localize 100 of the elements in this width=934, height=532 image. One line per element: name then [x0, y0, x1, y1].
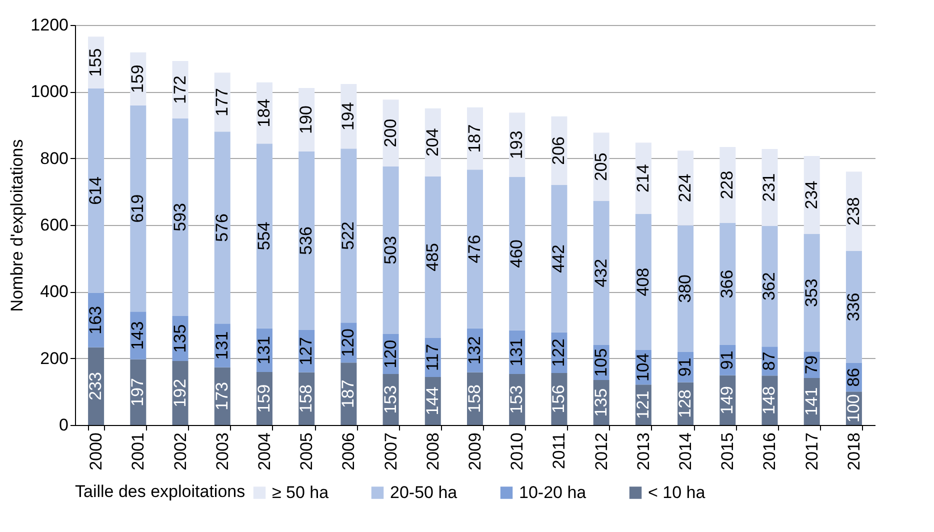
bar	[635, 214, 652, 350]
x-tick-label: 2003	[212, 432, 232, 470]
data-label: 86	[844, 368, 863, 387]
data-label: 141	[802, 387, 821, 416]
data-label: 224	[676, 174, 695, 202]
data-label: 619	[128, 194, 148, 223]
bar	[846, 251, 862, 363]
data-label: 148	[760, 386, 779, 415]
data-label: 144	[422, 386, 442, 416]
data-label: 79	[802, 355, 821, 374]
data-label: 408	[633, 268, 652, 296]
data-label: 503	[380, 236, 400, 264]
data-label: 132	[465, 336, 484, 365]
data-label: 156	[549, 384, 568, 414]
data-label: 159	[254, 384, 274, 413]
data-label: 536	[296, 226, 316, 255]
data-label: 206	[549, 136, 568, 165]
y-tick-label: 1000	[30, 82, 68, 102]
data-label: 336	[844, 292, 863, 322]
x-tick-label: 2005	[297, 432, 316, 470]
data-label: 187	[465, 124, 484, 153]
data-label: 173	[212, 382, 232, 410]
data-label: 135	[591, 388, 610, 417]
data-label: 432	[591, 258, 610, 288]
data-label: 121	[633, 390, 652, 420]
data-label: 105	[591, 348, 610, 377]
data-label: 204	[422, 128, 442, 157]
y-tick-label: 0	[59, 416, 68, 434]
data-label: 442	[549, 244, 568, 273]
bar	[593, 201, 610, 345]
data-label: 104	[633, 353, 652, 382]
data-label: 117	[422, 344, 442, 372]
bar	[340, 148, 357, 323]
data-label: 233	[86, 372, 106, 400]
bar	[424, 176, 441, 338]
bar	[88, 88, 104, 293]
data-label: 135	[170, 324, 190, 353]
x-tick-label: 2002	[170, 432, 190, 470]
data-label: 184	[254, 98, 274, 128]
data-label: 231	[760, 173, 779, 202]
data-label: 190	[296, 105, 316, 134]
data-label: 238	[844, 197, 863, 226]
bar	[130, 105, 146, 312]
data-label: 172	[170, 75, 190, 104]
data-label: 485	[422, 242, 442, 272]
x-tick-label: 2000	[86, 432, 106, 470]
legend-label: ≥ 50 ha	[272, 482, 330, 502]
data-label: 228	[718, 170, 737, 200]
data-label: 122	[549, 338, 568, 367]
x-tick-label: 2014	[676, 432, 696, 470]
legend-label: < 10 ha	[648, 482, 706, 502]
data-label: 192	[170, 378, 190, 408]
data-label: 120	[380, 340, 400, 368]
data-label: 131	[507, 338, 526, 366]
data-label: 576	[212, 213, 232, 242]
data-label: 353	[802, 278, 821, 308]
data-label: 194	[338, 102, 358, 131]
legend-label: 10-20 ha	[519, 482, 587, 502]
x-tick-label: 2013	[634, 432, 653, 470]
y-axis-title: Nombre d'exploitations	[8, 139, 27, 312]
data-label: 155	[86, 48, 106, 77]
x-tick-label: 2004	[254, 432, 274, 470]
y-tick-label: 400	[40, 282, 68, 302]
x-tick-label: 2006	[339, 432, 358, 470]
data-label: 476	[465, 234, 484, 264]
bar	[804, 234, 820, 352]
data-label: 91	[676, 358, 695, 377]
x-tick-label: 2001	[128, 432, 148, 470]
data-label: 87	[760, 352, 779, 371]
data-label: 149	[718, 386, 737, 414]
bar	[256, 144, 272, 328]
data-label: 522	[338, 221, 358, 250]
x-tick-label: 2007	[381, 432, 400, 470]
x-tick-label: 2016	[760, 432, 780, 470]
x-tick-label: 2010	[508, 432, 527, 470]
bar	[509, 177, 526, 330]
data-label: 205	[591, 152, 610, 182]
bar	[678, 225, 694, 352]
data-label: 200	[380, 118, 400, 148]
data-label: 159	[128, 64, 148, 94]
legend-title: Taille des exploitations	[75, 482, 246, 501]
data-label: 193	[507, 130, 526, 160]
data-label: 100	[844, 394, 863, 423]
x-tick-label: 2012	[592, 432, 611, 470]
data-label: 158	[296, 384, 316, 413]
x-tick-label: 2008	[423, 432, 442, 470]
data-label: 128	[676, 389, 695, 418]
data-label: 614	[86, 176, 106, 205]
data-label: 214	[633, 164, 652, 193]
x-tick-label: 2015	[718, 432, 738, 470]
legend-label: 20-50 ha	[390, 482, 458, 502]
x-tick-label: 2011	[550, 432, 569, 470]
data-label: 131	[254, 336, 274, 364]
x-tick-label: 2017	[802, 432, 822, 470]
bar	[214, 132, 230, 324]
data-label: 158	[465, 384, 484, 413]
data-label: 91	[718, 350, 737, 370]
data-label: 460	[507, 239, 526, 268]
data-label: 177	[212, 88, 232, 116]
y-tick-label: 200	[40, 348, 68, 368]
